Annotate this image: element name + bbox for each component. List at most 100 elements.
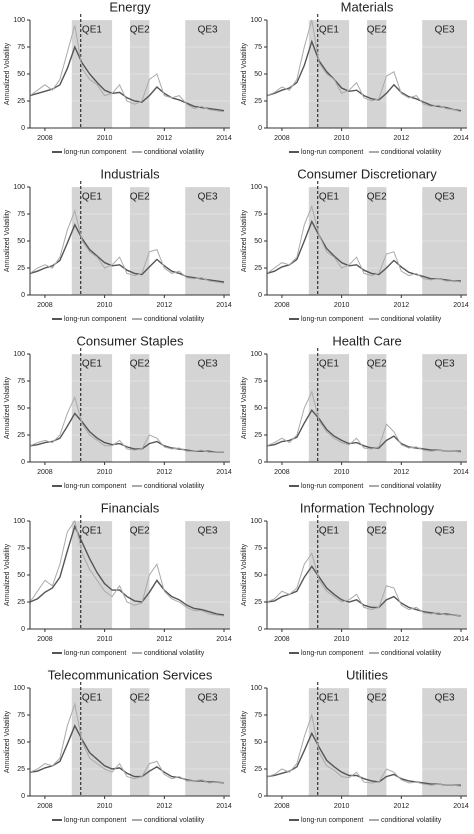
legend-label: conditional volatility [144, 650, 205, 657]
x-tick-label: 2008 [37, 135, 53, 142]
y-tick-label: 0 [258, 626, 262, 633]
series-line [266, 731, 461, 786]
chart-title: Health Care [332, 333, 401, 348]
x-tick-label: 2008 [37, 469, 53, 476]
y-tick-label: 0 [258, 292, 262, 299]
qe-label: QE2 [130, 526, 150, 537]
y-tick-label: 100 [250, 17, 262, 24]
qe-label: QE2 [367, 25, 387, 36]
chart-title: Telecommunication Services [48, 667, 213, 682]
qe-label: QE3 [198, 359, 218, 370]
legend-label: long-run component [64, 650, 126, 657]
qe-label: QE1 [319, 192, 339, 203]
qe-label: QE3 [198, 25, 218, 36]
y-tick-label: 25 [254, 98, 262, 105]
y-tick-label: 0 [21, 292, 25, 299]
y-axis-label: Annualized Volatility [241, 376, 248, 439]
x-tick-label: 2014 [453, 302, 469, 309]
x-tick-label: 2012 [157, 302, 173, 309]
legend-label: long-run component [64, 316, 126, 323]
series-line [266, 408, 461, 452]
series-line [29, 223, 225, 283]
y-tick-label: 50 [17, 572, 25, 579]
x-tick-label: 2010 [334, 636, 350, 643]
x-tick-label: 2010 [97, 302, 113, 309]
y-tick-label: 75 [17, 378, 25, 385]
y-axis-label: Annualized Volatility [4, 42, 11, 105]
y-tick-label: 50 [254, 572, 262, 579]
qe-label: QE1 [319, 359, 339, 370]
y-tick-label: 50 [254, 71, 262, 78]
series-line [266, 552, 462, 617]
legend-label: long-run component [301, 817, 363, 824]
qe-label: QE3 [198, 693, 218, 704]
legend-label: conditional volatility [381, 149, 442, 156]
series-line [29, 524, 225, 616]
x-tick-label: 2014 [453, 803, 469, 810]
qe-label: QE2 [367, 526, 387, 537]
x-tick-label: 2012 [394, 636, 410, 643]
legend-label: long-run component [301, 483, 363, 490]
qe-label: QE3 [435, 526, 455, 537]
qe-label: QE2 [130, 359, 150, 370]
legend-label: conditional volatility [381, 316, 442, 323]
series-line [29, 519, 225, 617]
y-axis-label: Annualized Volatility [241, 209, 248, 272]
y-tick-label: 75 [254, 211, 262, 218]
legend-label: long-run component [301, 149, 363, 156]
y-tick-label: 25 [17, 599, 25, 606]
x-tick-label: 2014 [453, 469, 469, 476]
legend-label: conditional volatility [381, 483, 442, 490]
x-tick-label: 2010 [334, 469, 350, 476]
legend-label: long-run component [301, 316, 363, 323]
series-line [29, 395, 224, 453]
y-axis-label: Annualized Volatility [241, 543, 248, 606]
y-tick-label: 75 [254, 545, 262, 552]
y-tick-label: 0 [258, 793, 262, 800]
qe-label: QE3 [435, 25, 455, 36]
series-line [29, 25, 225, 113]
series-line [29, 45, 225, 112]
y-axis-label: Annualized Volatility [241, 710, 248, 773]
qe-label: QE1 [319, 693, 339, 704]
y-tick-label: 100 [250, 685, 262, 692]
x-tick-label: 2008 [37, 636, 53, 643]
y-tick-label: 0 [258, 125, 262, 132]
qe-label: QE3 [198, 526, 218, 537]
series-line [29, 702, 225, 784]
y-tick-label: 50 [17, 405, 25, 412]
qe-label: QE1 [319, 526, 339, 537]
y-tick-label: 0 [21, 626, 25, 633]
qe-label: QE2 [130, 192, 150, 203]
chart-title: Utilities [346, 667, 388, 682]
qe-label: QE1 [82, 192, 102, 203]
y-tick-label: 25 [17, 98, 25, 105]
qe-label: QE2 [367, 192, 387, 203]
qe-label: QE1 [82, 359, 102, 370]
legend-label: conditional volatility [144, 817, 205, 824]
y-tick-label: 75 [254, 378, 262, 385]
y-axis-label: Annualized Volatility [4, 710, 11, 773]
qe-label: QE1 [82, 25, 102, 36]
y-tick-label: 100 [250, 351, 262, 358]
y-tick-label: 0 [21, 793, 25, 800]
x-tick-label: 2010 [334, 803, 350, 810]
legend-label: conditional volatility [144, 149, 205, 156]
x-tick-label: 2012 [394, 302, 410, 309]
y-tick-label: 75 [254, 712, 262, 719]
x-tick-label: 2010 [334, 302, 350, 309]
x-tick-label: 2014 [216, 803, 232, 810]
y-tick-label: 50 [254, 405, 262, 412]
y-tick-label: 25 [254, 599, 262, 606]
legend-label: long-run component [64, 149, 126, 156]
series-line [266, 219, 461, 282]
x-tick-label: 2012 [394, 469, 410, 476]
y-tick-label: 100 [13, 685, 25, 692]
x-tick-label: 2014 [216, 636, 232, 643]
qe-label: QE3 [435, 359, 455, 370]
legend-label: conditional volatility [144, 483, 205, 490]
x-tick-label: 2010 [97, 803, 113, 810]
chart-title: Consumer Staples [77, 333, 184, 348]
qe-label: QE2 [367, 359, 387, 370]
